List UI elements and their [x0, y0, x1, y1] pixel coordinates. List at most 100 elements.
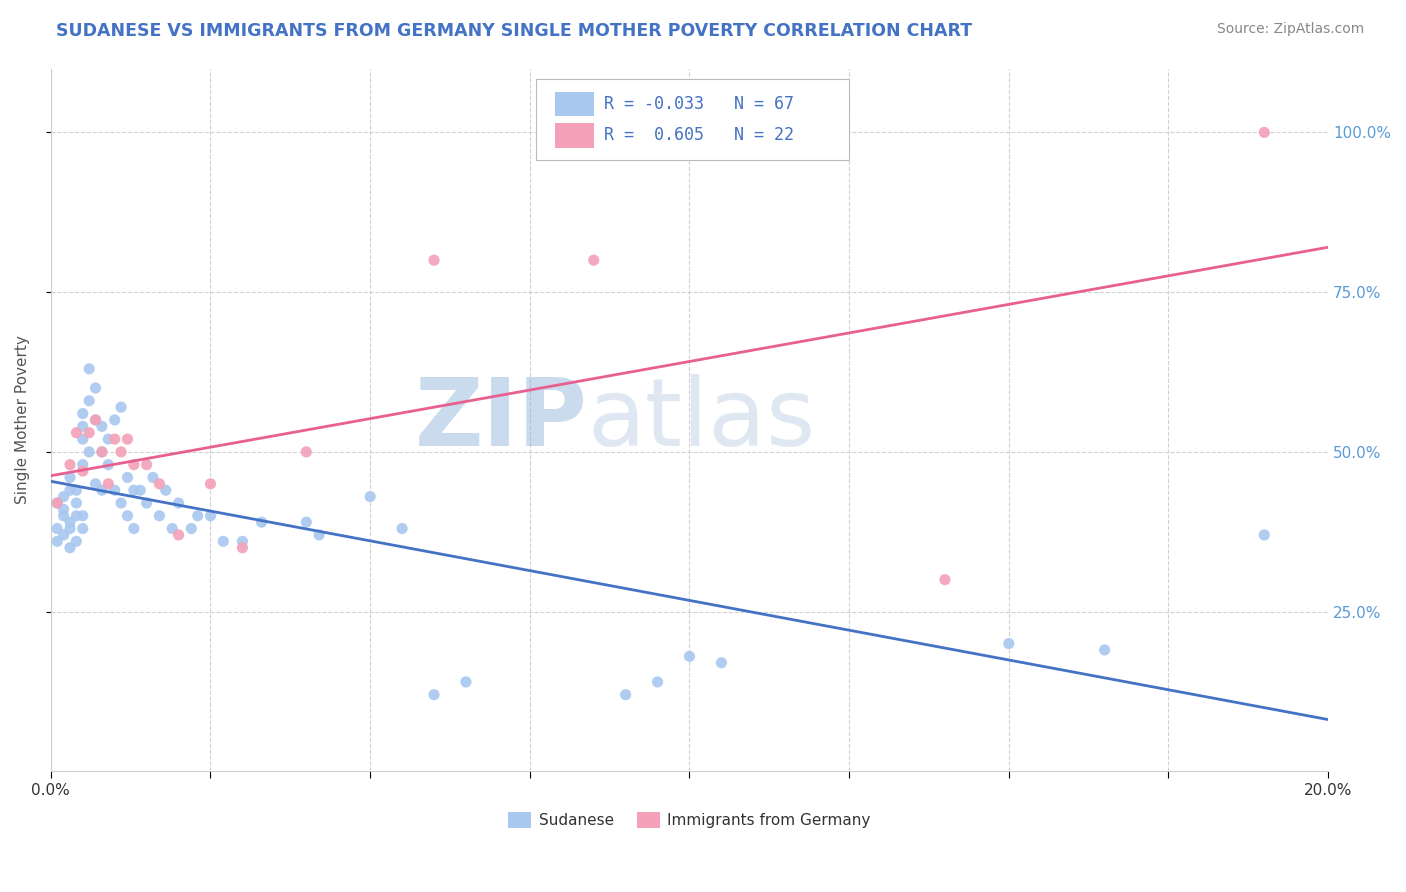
- Point: [212, 534, 235, 549]
- Point: [582, 253, 605, 268]
- Point: [59, 541, 82, 555]
- Point: [167, 496, 190, 510]
- Text: atlas: atlas: [588, 374, 815, 466]
- Point: [59, 470, 82, 484]
- Point: [1253, 528, 1275, 542]
- Point: [160, 522, 183, 536]
- Point: [391, 522, 413, 536]
- Text: ZIP: ZIP: [415, 374, 588, 466]
- Point: [934, 573, 956, 587]
- Text: R =  0.605   N = 22: R = 0.605 N = 22: [605, 127, 794, 145]
- Point: [135, 496, 157, 510]
- Point: [46, 496, 69, 510]
- FancyBboxPatch shape: [555, 123, 593, 148]
- Point: [614, 688, 637, 702]
- Point: [97, 458, 120, 472]
- Point: [59, 458, 82, 472]
- Point: [359, 490, 381, 504]
- Point: [180, 522, 202, 536]
- Point: [110, 496, 132, 510]
- Point: [155, 483, 177, 498]
- Point: [72, 464, 94, 478]
- Point: [84, 381, 107, 395]
- Point: [122, 458, 145, 472]
- Point: [46, 496, 69, 510]
- Point: [231, 534, 253, 549]
- Text: R = -0.033   N = 67: R = -0.033 N = 67: [605, 95, 794, 113]
- Point: [423, 253, 446, 268]
- Point: [52, 528, 75, 542]
- Legend: Sudanese, Immigrants from Germany: Sudanese, Immigrants from Germany: [502, 805, 877, 834]
- Point: [97, 476, 120, 491]
- Point: [65, 508, 87, 523]
- Point: [104, 432, 127, 446]
- Point: [72, 522, 94, 536]
- Point: [678, 649, 700, 664]
- Point: [250, 515, 273, 529]
- Point: [423, 688, 446, 702]
- Point: [90, 445, 112, 459]
- Point: [647, 674, 669, 689]
- Point: [59, 483, 82, 498]
- Point: [52, 508, 75, 523]
- Point: [84, 413, 107, 427]
- Point: [90, 445, 112, 459]
- Point: [135, 458, 157, 472]
- Point: [84, 476, 107, 491]
- Point: [46, 522, 69, 536]
- Point: [90, 419, 112, 434]
- Point: [110, 445, 132, 459]
- Point: [129, 483, 152, 498]
- Point: [117, 432, 139, 446]
- Point: [1094, 643, 1116, 657]
- Point: [104, 413, 127, 427]
- Point: [59, 515, 82, 529]
- Point: [84, 413, 107, 427]
- Text: Source: ZipAtlas.com: Source: ZipAtlas.com: [1216, 22, 1364, 37]
- Text: SUDANESE VS IMMIGRANTS FROM GERMANY SINGLE MOTHER POVERTY CORRELATION CHART: SUDANESE VS IMMIGRANTS FROM GERMANY SING…: [56, 22, 973, 40]
- Point: [1253, 125, 1275, 139]
- Point: [710, 656, 733, 670]
- Point: [65, 483, 87, 498]
- Point: [308, 528, 330, 542]
- Point: [200, 476, 222, 491]
- FancyBboxPatch shape: [555, 92, 593, 116]
- Y-axis label: Single Mother Poverty: Single Mother Poverty: [15, 335, 30, 504]
- Point: [77, 425, 100, 440]
- Point: [117, 508, 139, 523]
- Point: [52, 490, 75, 504]
- Point: [65, 425, 87, 440]
- Point: [59, 522, 82, 536]
- Point: [200, 508, 222, 523]
- Point: [72, 458, 94, 472]
- Point: [77, 393, 100, 408]
- Point: [110, 400, 132, 414]
- Point: [122, 522, 145, 536]
- Point: [104, 483, 127, 498]
- Point: [231, 541, 253, 555]
- Point: [90, 483, 112, 498]
- Point: [72, 419, 94, 434]
- Point: [97, 432, 120, 446]
- Point: [148, 508, 170, 523]
- Point: [65, 496, 87, 510]
- Point: [148, 476, 170, 491]
- Point: [72, 508, 94, 523]
- Point: [295, 515, 318, 529]
- Point: [52, 502, 75, 516]
- Point: [72, 407, 94, 421]
- Point: [77, 445, 100, 459]
- Point: [187, 508, 209, 523]
- Point: [142, 470, 165, 484]
- Point: [117, 470, 139, 484]
- Point: [77, 361, 100, 376]
- Point: [454, 674, 477, 689]
- Point: [65, 534, 87, 549]
- Point: [46, 534, 69, 549]
- Point: [167, 528, 190, 542]
- Point: [295, 445, 318, 459]
- Point: [998, 636, 1021, 650]
- Point: [72, 432, 94, 446]
- FancyBboxPatch shape: [536, 79, 849, 160]
- Point: [122, 483, 145, 498]
